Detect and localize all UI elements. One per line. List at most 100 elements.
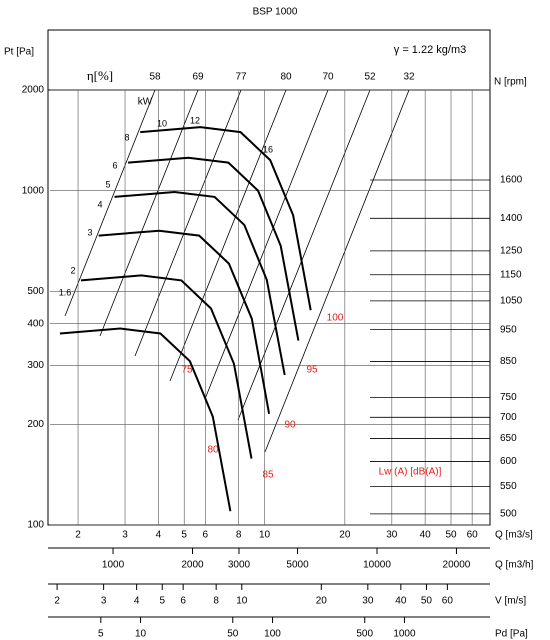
power-label: 1.6	[59, 287, 72, 297]
x-axis-title: Q [m3/s]	[495, 530, 533, 541]
fan-curve	[98, 229, 271, 414]
power-title: kW	[138, 97, 153, 108]
ray	[99, 89, 199, 337]
tick-label: 5	[98, 629, 104, 640]
tick-label: 2	[54, 596, 60, 607]
power-label: 10	[157, 118, 167, 128]
noise-label: 75	[181, 365, 193, 376]
efficiency-label: 58	[149, 72, 161, 83]
speed-tick-label: 1250	[500, 245, 523, 256]
ray	[64, 89, 156, 317]
power-label: 5	[105, 179, 110, 189]
speed-tick-label: 750	[500, 392, 517, 403]
fan-curve	[114, 190, 286, 376]
density-label: γ = 1.22 kg/m3	[394, 44, 466, 56]
power-label: 3	[87, 227, 92, 237]
noise-label: 95	[306, 365, 318, 376]
x-tick-label: 20	[339, 530, 351, 541]
efficiency-label: 80	[280, 72, 292, 83]
speed-tick-label: 500	[500, 509, 517, 520]
speed-tick-label: 1400	[500, 213, 523, 224]
noise-label: 85	[262, 470, 274, 481]
speed-axis-title: N [rpm]	[494, 77, 527, 88]
fan-curve	[128, 156, 300, 341]
tick-label: 60	[442, 596, 454, 607]
efficiency-label: 69	[192, 72, 204, 83]
efficiency-label: 32	[403, 72, 415, 83]
efficiency-label: 77	[235, 72, 247, 83]
speed-tick-label: 550	[500, 481, 517, 492]
speed-tick-label: 700	[500, 412, 517, 423]
y-tick-label: 500	[27, 286, 44, 297]
power-label: 16	[263, 144, 273, 154]
tick-label: 5000	[286, 560, 309, 571]
y-tick-label: 100	[27, 520, 44, 531]
ray	[169, 89, 287, 382]
ray	[134, 89, 242, 357]
chart-title: BSP 1000	[253, 7, 298, 18]
tick-label: 30	[362, 596, 374, 607]
power-label: 8	[124, 132, 129, 142]
tick-label: 50	[421, 596, 433, 607]
axis-title: V [m/s]	[495, 596, 526, 607]
ray	[237, 89, 371, 421]
tick-label: 4	[134, 596, 140, 607]
x-tick-label: 2	[75, 530, 81, 541]
x-tick-label: 40	[420, 530, 432, 541]
y-tick-label: 1000	[22, 185, 45, 196]
y-tick-label: 300	[27, 360, 44, 371]
speed-tick-label: 1050	[500, 296, 523, 307]
tick-label: 50	[227, 629, 239, 640]
efficiency-label: 70	[322, 72, 334, 83]
power-label: 4	[97, 199, 102, 209]
x-tick-label: 8	[236, 530, 242, 541]
x-tick-label: 60	[467, 530, 479, 541]
x-tick-label: 50	[445, 530, 457, 541]
ray	[204, 89, 329, 400]
tick-label: 8	[213, 596, 219, 607]
noise-title: Lw (A) [dB(A)]	[379, 467, 442, 478]
fan-curve	[80, 274, 253, 459]
noise-label: 100	[327, 313, 344, 324]
speed-tick-label: 1600	[500, 175, 523, 186]
tick-label: 20000	[443, 560, 471, 571]
speed-tick-label: 950	[500, 324, 517, 335]
y-tick-label: 400	[27, 318, 44, 329]
tick-label: 3	[101, 596, 107, 607]
x-tick-label: 4	[156, 530, 162, 541]
ray	[264, 89, 410, 453]
axis-title: Q [m3/h]	[495, 560, 534, 571]
speed-tick-label: 850	[500, 356, 517, 367]
y-tick-label: 2000	[22, 85, 45, 96]
speed-tick-label: 600	[500, 456, 517, 467]
tick-label: 1000	[393, 629, 416, 640]
tick-label: 40	[395, 596, 407, 607]
power-label: 12	[190, 115, 200, 125]
tick-label: 10	[236, 596, 248, 607]
tick-label: 5	[159, 596, 165, 607]
y-tick-label: 200	[27, 419, 44, 430]
power-label: 2	[70, 265, 75, 275]
speed-tick-label: 1150	[500, 269, 522, 280]
speed-tick-label: 650	[500, 433, 517, 444]
tick-label: 1000	[102, 560, 125, 571]
tick-label: 6	[180, 596, 186, 607]
fan-curve	[140, 126, 312, 311]
tick-label: 20	[316, 596, 328, 607]
tick-label: 10	[135, 629, 147, 640]
axis-title: Pd [Pa]	[495, 629, 528, 640]
tick-label: 100	[264, 629, 281, 640]
tick-label: 500	[356, 629, 373, 640]
x-tick-label: 5	[181, 530, 187, 541]
x-tick-label: 6	[203, 530, 209, 541]
tick-label: 10000	[363, 560, 391, 571]
fan-curve	[59, 327, 232, 512]
x-tick-label: 30	[386, 530, 398, 541]
tick-label: 3000	[228, 560, 251, 571]
noise-label: 80	[207, 445, 219, 456]
y-axis-title: Pt [Pa]	[4, 47, 34, 58]
tick-label: 2000	[181, 560, 204, 571]
efficiency-title: η[%]	[87, 68, 113, 83]
